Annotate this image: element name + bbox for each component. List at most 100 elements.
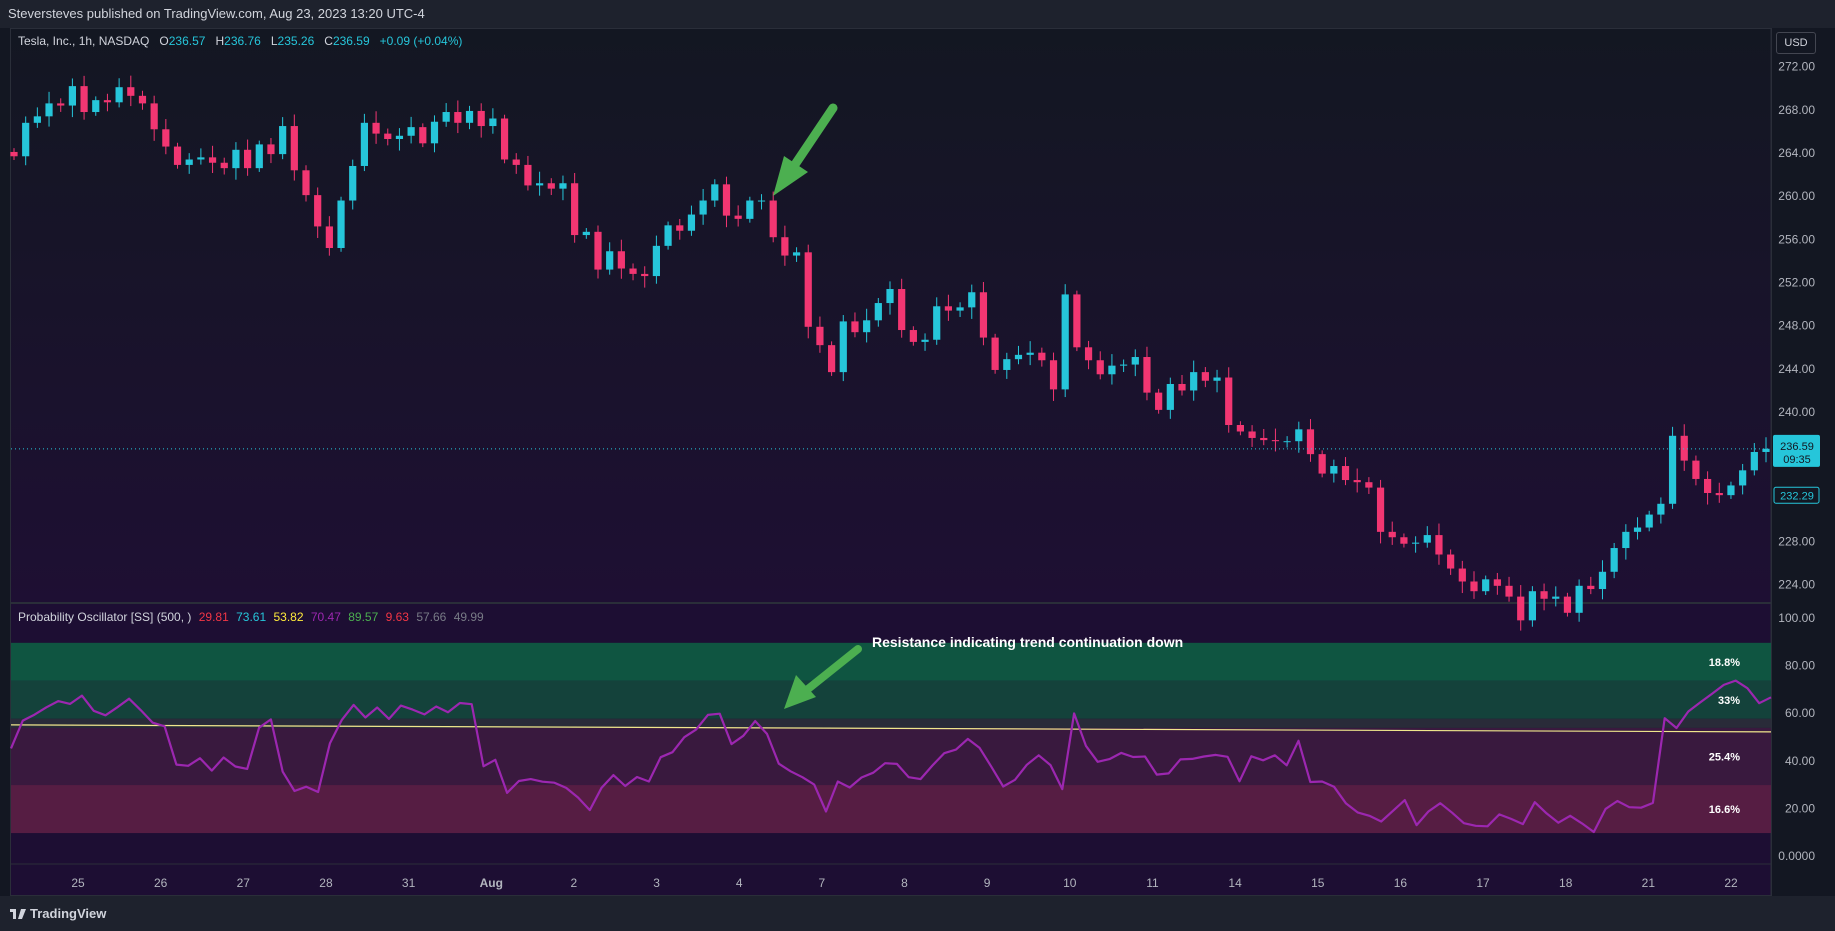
candle-body — [115, 87, 123, 103]
candle — [781, 225, 789, 266]
candle — [828, 341, 836, 376]
candle-body — [1458, 568, 1466, 582]
price-tick-label: 244.00 — [1778, 362, 1815, 376]
candle-body — [746, 200, 754, 219]
candle — [1073, 290, 1081, 352]
candle-body — [232, 149, 240, 169]
candle — [337, 196, 345, 252]
candle — [606, 242, 614, 275]
candle — [430, 115, 439, 153]
time-tick-label: 16 — [1394, 876, 1408, 890]
median-line — [10, 724, 1772, 733]
symbol-title[interactable]: Tesla, Inc., 1h, NASDAQ — [18, 34, 150, 48]
candle — [547, 178, 555, 196]
candle-body — [886, 289, 894, 304]
candle — [33, 107, 41, 128]
candle-body — [816, 326, 824, 346]
tradingview-brand[interactable]: TradingView — [10, 906, 106, 921]
oscillator-tick-label: 40.00 — [1785, 754, 1815, 768]
candle — [57, 98, 65, 112]
candle-body — [68, 86, 76, 106]
candle-body — [921, 339, 929, 342]
candle-body — [325, 226, 333, 249]
candle — [360, 113, 368, 172]
candle-body — [92, 100, 100, 113]
candle-body — [1692, 460, 1700, 479]
candle-body — [711, 184, 719, 201]
oscillator-tick-label: 80.00 — [1785, 659, 1815, 673]
candle-body — [442, 112, 450, 122]
currency-button[interactable]: USD — [1776, 32, 1816, 54]
candle — [1482, 575, 1490, 595]
candle — [1283, 436, 1291, 448]
zone-percent-label: 16.6% — [1709, 804, 1740, 816]
time-tick-label: 25 — [71, 876, 85, 890]
candle — [22, 116, 30, 166]
candle-body — [1376, 487, 1385, 532]
time-tick-label: 27 — [237, 876, 251, 890]
candle-body — [1400, 537, 1408, 544]
main-pane-background — [11, 29, 1771, 602]
candle-body — [664, 225, 672, 246]
candle-body — [1598, 571, 1607, 590]
candle-body — [652, 245, 660, 277]
probability-zone — [11, 642, 1771, 681]
oscillator-title[interactable]: Probability Oscillator [SS] (500, ) — [18, 610, 192, 624]
time-tick-label: 2 — [571, 876, 578, 890]
time-tick-label: 10 — [1063, 876, 1077, 890]
high-value: 236.76 — [224, 34, 261, 48]
candle — [1680, 424, 1688, 471]
candle-body — [80, 86, 88, 113]
candle-body — [1166, 383, 1174, 410]
candle — [582, 228, 590, 239]
candle-body — [1143, 357, 1151, 393]
candle — [816, 316, 824, 353]
candle-body — [769, 200, 777, 238]
candle — [1155, 388, 1163, 414]
candle — [465, 105, 474, 130]
candle — [1213, 369, 1221, 393]
candle-body — [687, 214, 696, 231]
candle-body — [45, 103, 53, 117]
candle — [103, 93, 112, 112]
oscillator-legend-value: 70.47 — [307, 610, 341, 624]
candle — [115, 78, 123, 108]
time-tick-label: 18 — [1559, 876, 1573, 890]
candle — [1423, 526, 1431, 548]
candle-body — [1049, 360, 1058, 390]
candle — [1505, 576, 1513, 602]
candle-body — [454, 112, 462, 123]
candle — [886, 281, 894, 315]
candle — [1341, 457, 1350, 486]
prev-price-badge — [1773, 486, 1820, 504]
neutral-band — [11, 718, 1771, 728]
candle — [349, 159, 357, 210]
low-value: 235.26 — [277, 34, 315, 48]
candle-body — [979, 292, 988, 338]
published-header: Steversteves published on TradingView.co… — [0, 0, 1835, 28]
candle-body — [1412, 542, 1420, 544]
candle-body — [1283, 441, 1291, 443]
candle-body — [1447, 554, 1455, 569]
time-tick-label: 9 — [984, 876, 991, 890]
candle — [1692, 455, 1700, 486]
candle — [419, 123, 427, 148]
candle — [1587, 576, 1595, 595]
time-tick-label: 15 — [1311, 876, 1325, 890]
candle-body — [1704, 478, 1712, 493]
candle — [1598, 560, 1607, 600]
candle — [255, 140, 263, 172]
candle-body — [1587, 585, 1595, 590]
oscillator-legend-value: 53.82 — [270, 610, 304, 624]
candle — [909, 326, 917, 346]
candle-body — [279, 126, 287, 155]
time-tick-label: Aug — [480, 876, 503, 890]
candle — [898, 278, 906, 338]
last-price-label: 236.59 — [1780, 441, 1814, 453]
brand-name: TradingView — [30, 906, 107, 921]
candle-body — [10, 151, 18, 157]
candle-body — [489, 118, 497, 127]
candle-body — [547, 183, 555, 189]
candle-body — [477, 110, 485, 127]
